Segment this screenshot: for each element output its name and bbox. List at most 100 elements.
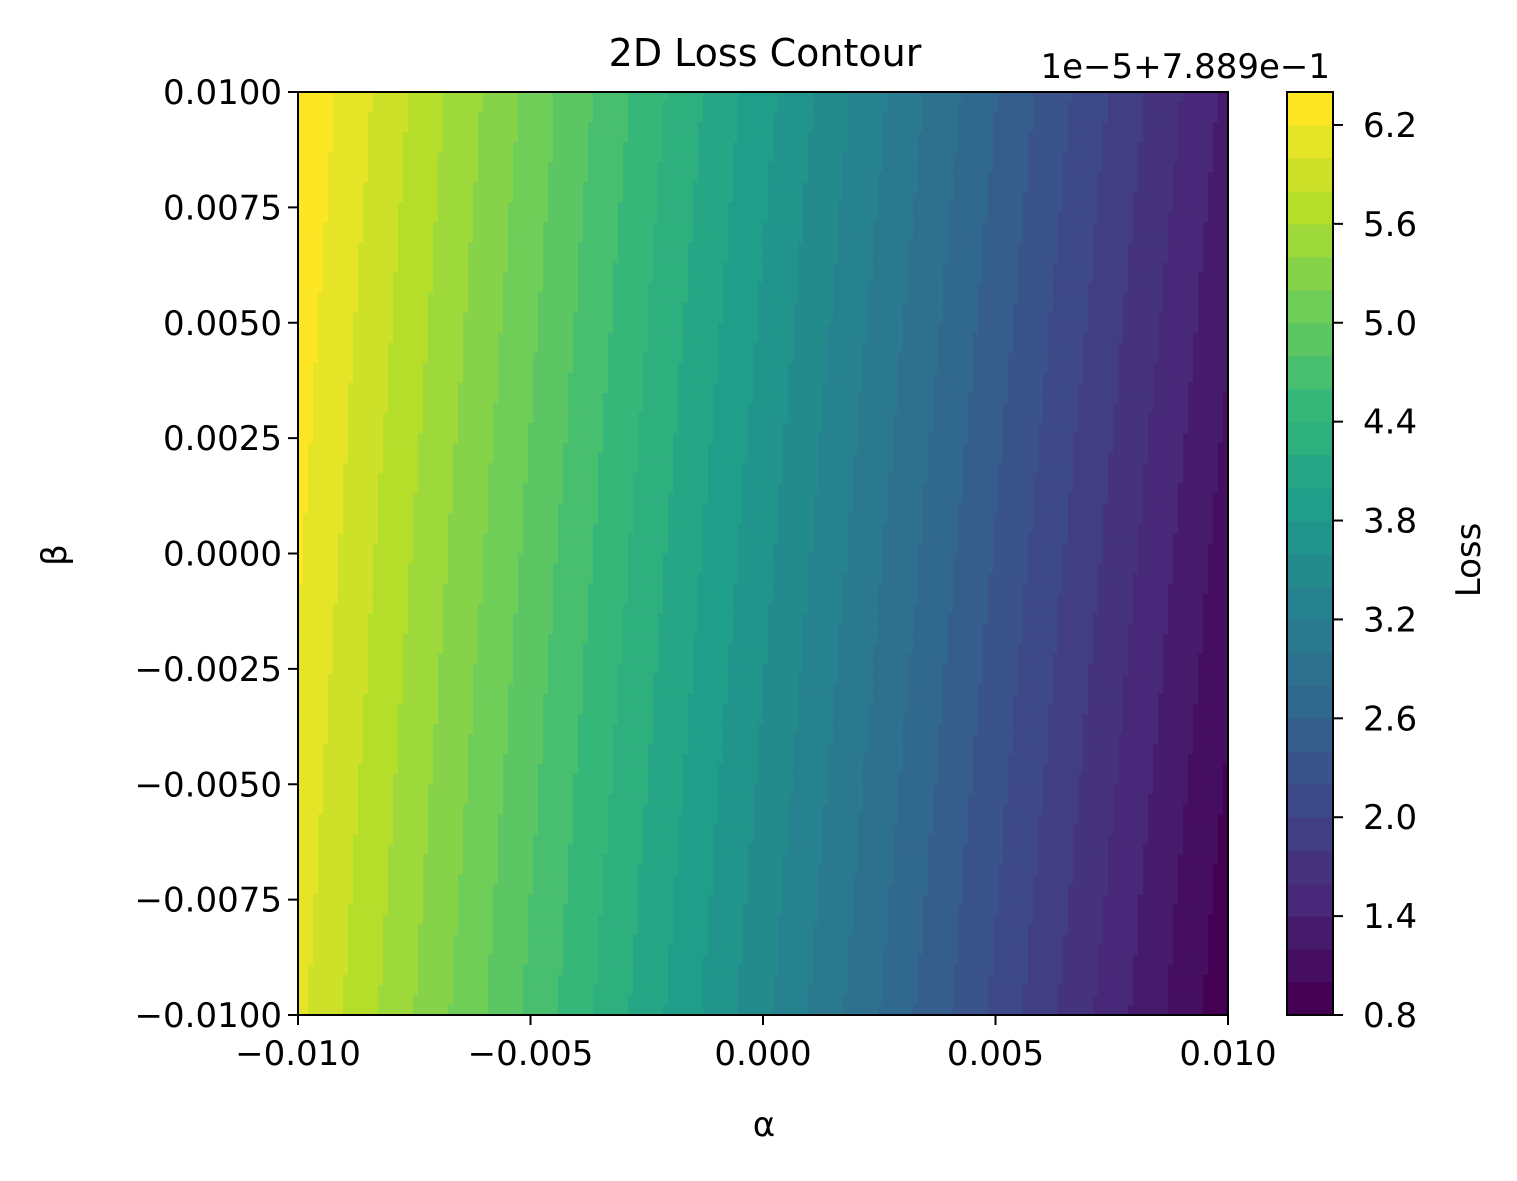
contour-cell	[493, 262, 499, 274]
contour-cell	[713, 262, 719, 274]
contour-cell	[433, 202, 439, 213]
contour-cell	[638, 332, 644, 344]
contour-cell	[1218, 222, 1224, 234]
contour-cell	[733, 302, 739, 314]
contour-cell	[948, 352, 954, 364]
contour-cell	[363, 342, 369, 354]
contour-cell	[483, 242, 489, 254]
contour-cell	[653, 312, 659, 324]
contour-cell	[613, 222, 619, 234]
contour-cell	[1003, 162, 1009, 173]
contour-cell	[433, 142, 439, 153]
contour-cell	[523, 92, 529, 103]
contour-cell	[318, 112, 324, 123]
contour-cell	[1158, 112, 1164, 123]
contour-cell	[943, 112, 949, 123]
contour-cell	[683, 222, 689, 234]
contour-cell	[968, 182, 974, 193]
contour-cell	[593, 182, 599, 193]
contour-cell	[1138, 222, 1144, 234]
contour-cell	[1078, 312, 1084, 324]
contour-cell	[963, 312, 969, 324]
contour-cell	[803, 192, 809, 203]
contour-cell	[1178, 212, 1184, 224]
contour-cell	[1088, 292, 1094, 304]
contour-cell	[703, 122, 709, 133]
contour-cell	[963, 102, 969, 113]
contour-cell	[943, 262, 949, 274]
contour-cell	[623, 162, 629, 173]
contour-cell	[1123, 152, 1129, 163]
contour-cell	[793, 352, 799, 364]
contour-cell	[503, 352, 509, 364]
contour-cell	[1133, 242, 1139, 254]
contour-cell	[608, 132, 614, 143]
contour-cell	[818, 122, 824, 133]
contour-cell	[728, 292, 734, 304]
contour-cell	[1113, 242, 1119, 254]
contour-cell	[653, 122, 659, 133]
contour-cell	[728, 252, 734, 264]
contour-cell	[1073, 212, 1079, 224]
contour-cell	[833, 352, 839, 364]
contour-cell	[383, 112, 389, 123]
contour-cell	[968, 262, 974, 274]
contour-cell	[658, 292, 664, 304]
contour-cell	[828, 272, 834, 284]
contour-cell	[848, 222, 854, 234]
contour-cell	[783, 162, 789, 173]
contour-cell	[788, 322, 794, 334]
contour-cell	[1108, 122, 1114, 133]
contour-cell	[823, 182, 829, 193]
contour-cell	[328, 112, 334, 123]
contour-cell	[803, 302, 809, 314]
contour-cell	[578, 302, 584, 314]
contour-cell	[1093, 152, 1099, 163]
contour-cell	[323, 102, 329, 113]
contour-cell	[583, 322, 589, 334]
contour-cell	[1213, 182, 1219, 193]
contour-cell	[438, 202, 444, 213]
contour-cell	[1188, 132, 1194, 143]
contour-cell	[573, 92, 579, 103]
contour-cell	[453, 262, 459, 274]
contour-cell	[1063, 142, 1069, 153]
contour-cell	[758, 122, 764, 133]
contour-cell	[643, 182, 649, 193]
contour-cell	[433, 112, 439, 123]
contour-cell	[983, 242, 989, 254]
contour-cell	[968, 202, 974, 213]
contour-cell	[843, 92, 849, 103]
contour-cell	[713, 172, 719, 183]
contour-cell	[803, 162, 809, 173]
contour-cell	[858, 322, 864, 334]
contour-cell	[758, 292, 764, 304]
contour-cell	[863, 292, 869, 304]
contour-cell	[818, 292, 824, 304]
contour-cell	[1028, 232, 1034, 244]
contour-cell	[1188, 282, 1194, 294]
contour-cell	[1073, 142, 1079, 153]
contour-cell	[1193, 182, 1199, 193]
contour-cell	[873, 272, 879, 284]
contour-cell	[603, 322, 609, 334]
contour-cell	[713, 142, 719, 153]
contour-cell	[588, 242, 594, 254]
contour-cell	[873, 352, 879, 364]
contour-cell	[503, 232, 509, 244]
contour-cell	[1188, 242, 1194, 254]
contour-cell	[738, 192, 744, 203]
contour-cell	[1073, 112, 1079, 123]
contour-cell	[1113, 322, 1119, 334]
contour-cell	[1028, 292, 1034, 304]
contour-cell	[628, 292, 634, 304]
contour-cell	[753, 212, 759, 224]
contour-cell	[363, 272, 369, 284]
contour-cell	[668, 292, 674, 304]
contour-cell	[873, 202, 879, 213]
contour-cell	[983, 232, 989, 244]
contour-cell	[1078, 222, 1084, 234]
contour-cell	[668, 122, 674, 133]
contour-cell	[413, 112, 419, 123]
contour-cell	[693, 202, 699, 213]
